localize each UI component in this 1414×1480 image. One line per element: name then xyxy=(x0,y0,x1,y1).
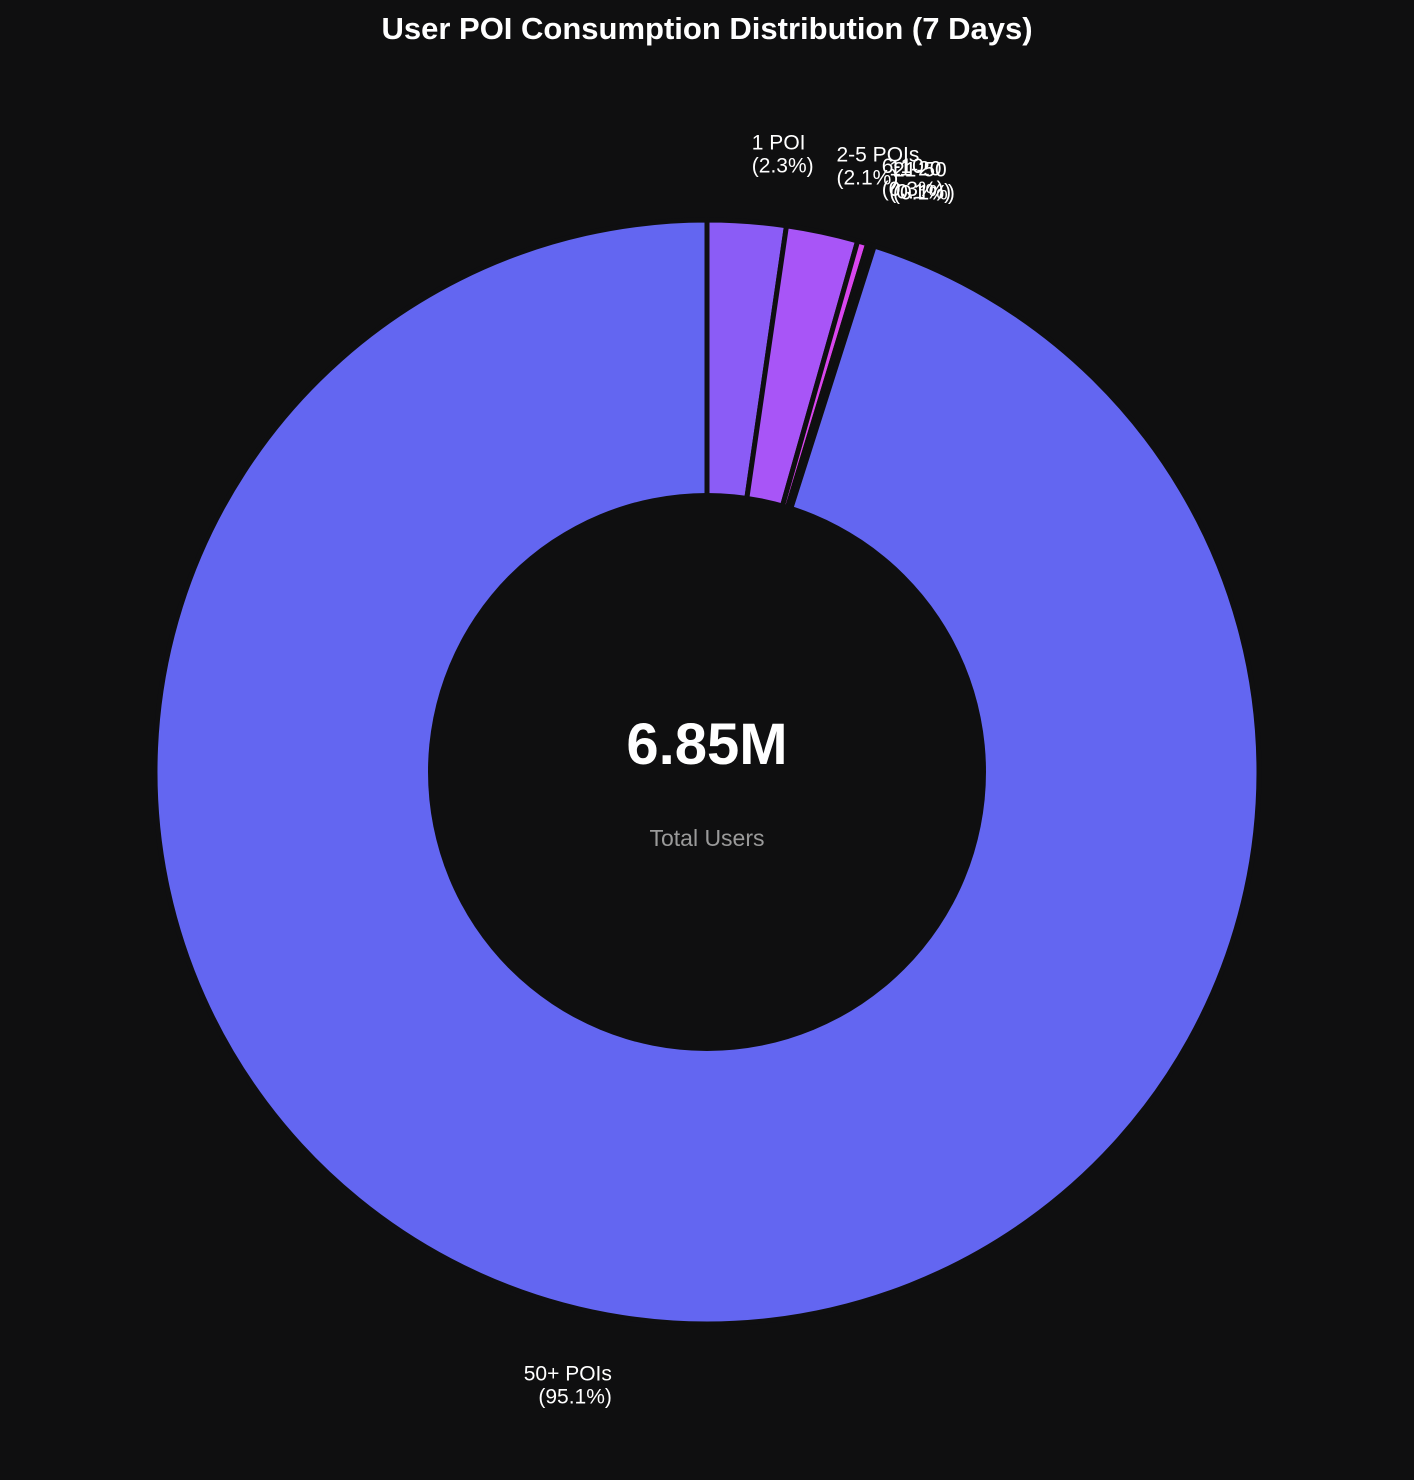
slice-label-percent: (0.3%) xyxy=(882,178,944,201)
slice-label-percent: (2.3%) xyxy=(752,155,814,178)
slice-label-name: 6-10 xyxy=(882,155,924,178)
slice-label-percent: (95.1%) xyxy=(538,1386,612,1409)
slice-label: 2-5 POIs (2.1%) xyxy=(837,144,920,190)
slice-label: 50+ POIs (95.1%) xyxy=(524,1363,612,1409)
center-total-value: 6.85M xyxy=(626,712,787,777)
slice-label-percent: (2.1%) xyxy=(837,167,899,190)
chart-title: User POI Consumption Distribution (7 Day… xyxy=(381,11,1032,46)
slice-label-percent: (0.1%) xyxy=(889,180,951,203)
slice-label: 11-20 (0.1%) xyxy=(889,157,951,203)
slice-label-percent: (0.1%) xyxy=(893,182,955,205)
slice-label-name: 1 POI xyxy=(752,132,806,155)
slice-label-name: 11-20 xyxy=(889,157,941,180)
slice-label: 21-50 (0.1%) xyxy=(893,159,955,205)
center-total-caption: Total Users xyxy=(649,825,764,851)
slice-label-name: 50+ POIs xyxy=(524,1363,612,1386)
slice-label: 1 POI (2.3%) xyxy=(752,132,814,178)
slice-labels: 1 POI (2.3%) 2-5 POIs (2.1%)6-10 (0.3%)11-20… xyxy=(524,132,955,1409)
slice-label-name: 2-5 POIs xyxy=(837,144,920,167)
donut-hole xyxy=(428,493,986,1051)
slice-label: 6-10 (0.3%) xyxy=(882,155,944,201)
slice-label-name: 21-50 xyxy=(893,159,947,182)
